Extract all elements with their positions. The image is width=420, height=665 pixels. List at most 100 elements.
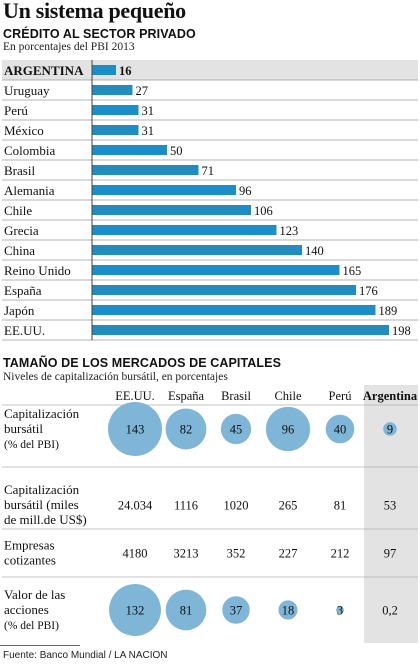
bar [92,225,277,235]
bubble-label: 96 [282,423,295,437]
column-header: Chile [274,389,302,403]
category-label: Japón [4,303,35,318]
bubble [109,584,161,636]
bubble [222,596,250,624]
page-title: Un sistema pequeño [3,0,186,23]
bubble [278,600,298,620]
cell-value: 81 [334,499,347,513]
cell-value: 352 [227,547,246,561]
bubble [220,413,252,445]
source-note: Fuente: Banco Mundial / LA NACION [3,650,168,661]
bubble [108,402,162,456]
data-label: 176 [359,284,378,298]
category-label: España [4,283,42,298]
bubble-label: 81 [180,604,193,618]
bar [92,125,139,135]
bubble [383,422,397,436]
credit-bar-chart: ARGENTINA 16 Uruguay 27 Perú 31 México 31 Colomb… [2,60,418,341]
bar [92,105,139,115]
bubble [325,414,355,444]
cell-value: 1116 [174,499,198,513]
data-label: 96 [239,184,252,198]
bubble-label: 3 [337,604,343,618]
bubble [165,589,207,631]
data-label: 123 [280,224,299,238]
row-label: Capitalización [4,406,80,421]
data-label: 165 [343,264,362,278]
bubble [165,408,207,450]
column-header: Brasil [221,389,251,403]
data-label: 140 [305,244,324,258]
data-label: 71 [202,164,215,178]
category-label: Alemania [4,183,55,198]
bar [92,305,376,315]
data-label: 31 [142,124,155,138]
source-divider [0,645,80,646]
bar [92,205,251,215]
bar [92,185,236,195]
data-label: 198 [392,324,411,338]
cell-value: 0,2 [382,604,398,618]
row-label: Capitalización [4,482,80,497]
data-label: 106 [254,204,273,218]
category-label: EE.UU. [4,323,45,338]
bubble-label: 143 [126,423,145,437]
row-label: Empresas [4,538,55,553]
row-label: acciones [4,602,49,617]
row-label: bursátil [4,421,43,436]
cell-value: 3213 [174,547,199,561]
column-header: Perú [329,389,353,403]
cell-value: 97 [384,547,397,561]
bar [92,245,302,255]
bubble [336,606,344,614]
bubble-label: 40 [334,423,347,437]
category-label: Brasil [4,163,35,178]
bar [92,145,167,155]
category-label: ARGENTINA [4,63,84,78]
bar-chart-subtitle: En porcentajes del PBI 2013 [3,41,135,53]
row-label: (% del PBI) [4,620,59,632]
cell-value: 1020 [224,499,249,513]
bar [92,165,199,175]
data-label: 189 [379,304,398,318]
capital-markets-table: EE.UU. España Brasil Chile Perú Argentina Capi… [2,385,418,643]
bar [92,65,116,75]
data-label: 16 [119,64,132,78]
category-label: Chile [4,203,32,218]
row-label: bursátil (miles [4,497,79,512]
table-subtitle: Niveles de capitalización bursátil, en p… [3,371,228,383]
category-label: Colombia [4,143,56,158]
row-label: cotizantes [4,553,56,568]
category-label: Perú [4,103,28,118]
bar [92,265,340,275]
cell-value: 24.034 [118,499,153,513]
data-label: 31 [142,104,155,118]
cell-value: 212 [331,547,350,561]
data-label: 50 [170,144,183,158]
table-title: TAMAÑO DE LOS MERCADOS DE CAPITALES [3,356,282,370]
bubble [265,406,311,452]
cell-value: 265 [279,499,298,513]
category-label: Uruguay [4,83,50,98]
bubble-label: 37 [230,604,243,618]
data-label: 27 [136,84,149,98]
row-label: de mill.de US$) [4,512,87,527]
bubble-label: 45 [230,423,243,437]
bar [92,85,133,95]
category-label: Grecia [4,223,39,238]
bar [92,285,356,295]
category-label: China [4,243,35,258]
cell-value: 53 [384,499,397,513]
bubble-label: 9 [387,423,393,437]
bar [92,325,389,335]
row-label: Valor de las [4,587,65,602]
column-header: EE.UU. [115,389,155,403]
bubble-label: 18 [282,604,295,618]
bubble-label: 82 [180,423,193,437]
bubble-label: 132 [126,604,145,618]
category-label: México [4,123,44,138]
category-label: Reino Unido [4,263,71,278]
cell-value: 227 [279,547,298,561]
cell-value: 4180 [123,547,148,561]
column-header: España [168,389,205,403]
